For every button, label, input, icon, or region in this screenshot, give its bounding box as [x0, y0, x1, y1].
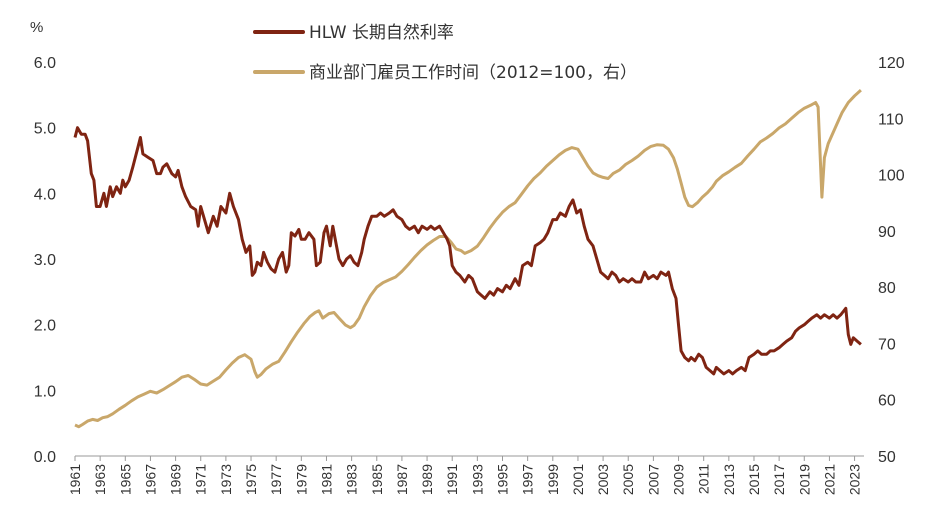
x-tick-label: 2017: [771, 464, 787, 495]
x-axis: 1961 1963 1965 1967 1969 1971 1973 1975 1977 1979…: [67, 456, 863, 495]
x-tick-label: 1985: [369, 464, 385, 495]
x-tick-label: 1967: [142, 464, 158, 495]
legend-label-hlw: HLW 长期自然利率: [309, 23, 454, 43]
x-tick-label: 1997: [520, 464, 536, 495]
x-tick-label: 2021: [821, 464, 837, 495]
x-tick-label: 2011: [696, 464, 712, 494]
x-tick-label: 1961: [67, 464, 83, 495]
x-tick-label: 1987: [394, 464, 410, 495]
x-tick-label: 1995: [495, 464, 511, 495]
x-tick-label: 1983: [344, 464, 360, 495]
y-left-tick-label: 0.0: [34, 449, 56, 466]
y-left-tick-label: 3.0: [34, 252, 56, 269]
y-right-tick-label: 50: [878, 449, 896, 466]
x-tick-label: 2007: [645, 464, 661, 495]
x-tick-label: 1999: [545, 464, 561, 495]
y-right-tick-label: 120: [878, 55, 905, 72]
x-tick-label: 1989: [419, 464, 435, 495]
y-right-tick-label: 90: [878, 224, 896, 241]
y-left-tick-label: 6.0: [34, 55, 56, 72]
series-line-hours: [74, 88, 862, 429]
legend: HLW 长期自然利率 商业部门雇员工作时间（2012=100，右）: [253, 23, 637, 83]
y-left-tick-label: 4.0: [34, 186, 56, 203]
x-tick-label: 2005: [620, 464, 636, 495]
y-left-tick-label: 1.0: [34, 383, 56, 400]
x-tick-label: 1993: [469, 464, 485, 495]
x-tick-label: 2015: [746, 464, 762, 495]
y-right-tick-label: 110: [878, 111, 904, 128]
x-tick-label: 2009: [671, 464, 687, 495]
y-right-tick-label: 100: [878, 168, 905, 185]
x-tick-label: 2023: [847, 464, 863, 495]
x-tick-label: 1991: [444, 464, 460, 495]
x-tick-label: 1965: [117, 464, 133, 495]
y-left-tick-label: 5.0: [34, 121, 56, 138]
x-tick-label: 1975: [243, 464, 259, 495]
y-right-tick-label: 70: [878, 336, 896, 353]
x-tick-label: 1963: [92, 464, 108, 495]
y-right-tick-label: 80: [878, 280, 896, 297]
y-left-tick-label: 2.0: [34, 318, 56, 335]
x-tick-label: 2013: [721, 464, 737, 495]
x-tick-label: 1969: [168, 464, 184, 495]
x-tick-label: 1979: [293, 464, 309, 495]
x-tick-label: 1971: [193, 464, 209, 495]
y-axis-right: 50 60 70 80 90 100 110 120: [878, 55, 905, 466]
left-axis-unit: %: [30, 19, 43, 36]
x-tick-label: 2019: [796, 464, 812, 495]
series-line-hlw: [73, 126, 862, 376]
x-tick-label: 1973: [218, 464, 234, 495]
y-right-tick-label: 60: [878, 393, 896, 410]
x-tick-label: 2003: [595, 464, 611, 495]
y-axis-left: 0.0 1.0 2.0 3.0 4.0 5.0 6.0: [34, 55, 56, 466]
x-tick-label: 2001: [570, 464, 586, 495]
legend-label-hours: 商业部门雇员工作时间（2012=100，右）: [309, 63, 637, 83]
x-tick-label: 1977: [268, 464, 284, 495]
x-tick-label: 1981: [318, 464, 334, 495]
